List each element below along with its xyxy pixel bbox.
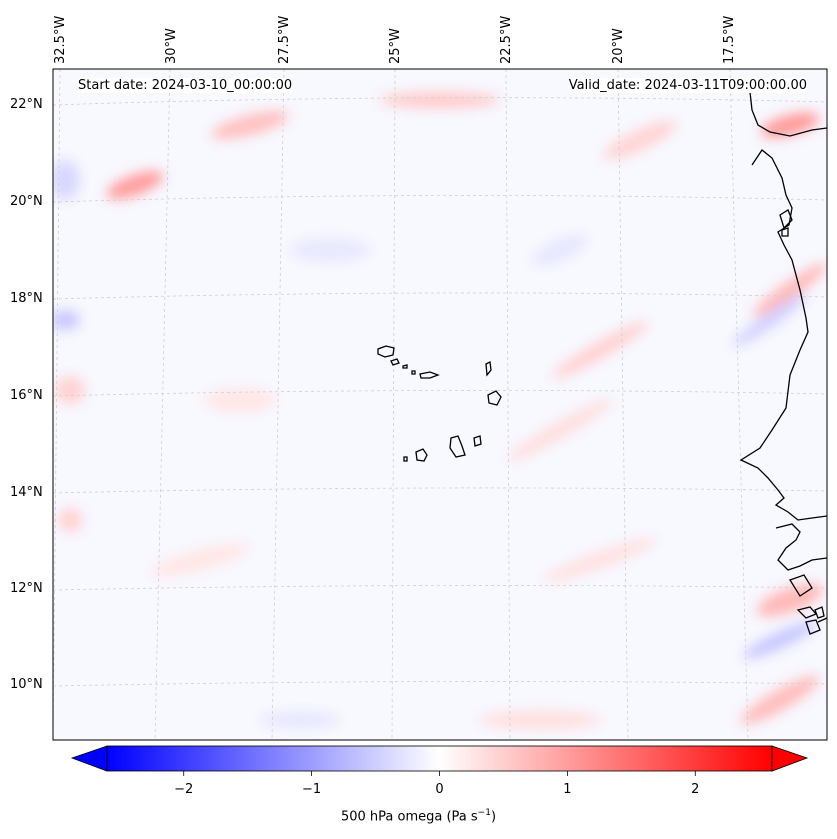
lon-label-22-5w: 22.5°W <box>499 15 514 64</box>
map-frame <box>52 68 828 741</box>
lat-label-18n: 18°N <box>10 291 43 306</box>
lat-label-14n: 14°N <box>10 485 43 500</box>
start-date-label: Start date: 2024-03-10_00:00:00 <box>78 78 293 93</box>
lon-label-25w: 25°W <box>388 28 403 64</box>
map-background <box>53 69 827 740</box>
colorbar-max-extend <box>771 745 809 772</box>
colorbar-tick-marks <box>183 771 696 776</box>
lon-label-30w: 30°W <box>164 28 179 64</box>
lon-label-27-5w: 27.5°W <box>277 15 292 64</box>
lat-label-12n: 12°N <box>10 581 43 596</box>
map-panel <box>53 69 827 740</box>
colorbar-tick-label: 1 <box>563 782 572 797</box>
colorbar-title-text: 500 hPa omega (Pa s <box>340 809 478 825</box>
cape-verde-islands <box>377 345 502 462</box>
lon-label-20w: 20°W <box>611 28 626 64</box>
lat-label-16n: 16°N <box>10 388 43 403</box>
colorbar-tick-label: 2 <box>691 782 700 797</box>
colorbar-title-exponent: −1 <box>477 808 491 818</box>
lat-label-20n: 20°N <box>10 194 43 209</box>
lat-label-10n: 10°N <box>10 677 43 692</box>
colorbar-min-extend <box>70 745 108 772</box>
colorbar-title-close: ) <box>490 809 497 825</box>
omega-field <box>53 92 827 730</box>
colorbar <box>70 745 809 776</box>
colorbar-tick-label: −2 <box>174 782 194 797</box>
valid-date-label: Valid_date: 2024-03-11T09:00:00.00 <box>568 78 807 93</box>
african-coastline <box>739 91 827 635</box>
lon-label-32-5w: 32.5°W <box>53 15 68 64</box>
colorbar-gradient <box>106 745 773 772</box>
colorbar-title: 500 hPa omega (Pa s−1) <box>0 808 837 824</box>
graticule <box>53 69 827 740</box>
lat-label-22n: 22°N <box>10 97 43 112</box>
colorbar-tick-label: 0 <box>435 782 444 797</box>
lon-label-17-5w: 17.5°W <box>722 15 737 64</box>
colorbar-tick-label: −1 <box>302 782 322 797</box>
